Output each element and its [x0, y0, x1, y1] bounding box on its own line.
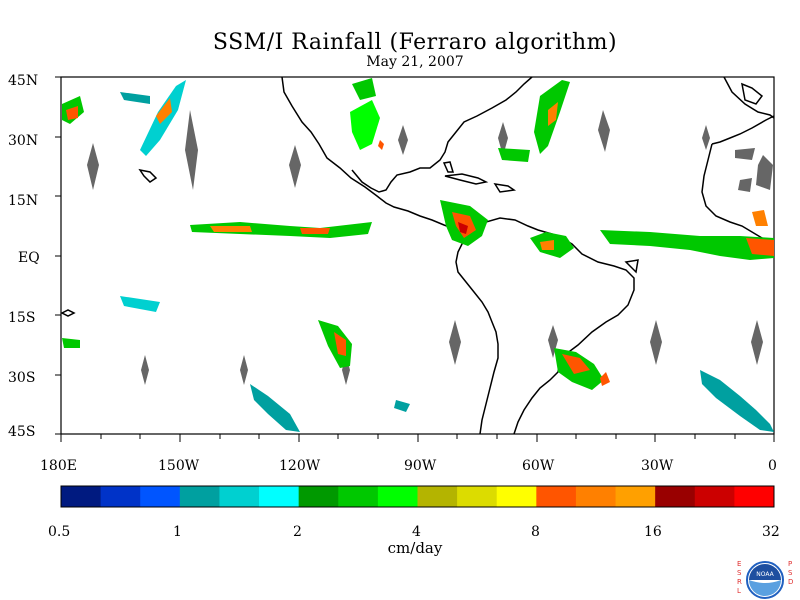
colorbar-swatch [100, 486, 141, 507]
colorbar-label-3: 4 [412, 524, 421, 540]
colorbar-label-5: 16 [644, 524, 662, 540]
colorbar-swatch [734, 486, 775, 507]
colorbar-label-4: 8 [531, 524, 540, 540]
colorbar-swatch [259, 486, 300, 507]
lon-ticks [60, 434, 775, 442]
lat-label-45n: 45N [8, 73, 38, 89]
colorbar-label-0: 0.5 [48, 524, 70, 540]
colorbar-swatch [655, 486, 696, 507]
lon-label-60w: 60W [522, 458, 555, 474]
logo-center-text: NOAA [756, 571, 774, 578]
colorbar-label-1: 1 [173, 524, 182, 540]
map-title: SSM/I Rainfall (Ferraro algorithm) [212, 30, 618, 55]
lon-label-30w: 30W [641, 458, 674, 474]
lat-label-30n: 30N [8, 133, 38, 149]
colorbar-label-6: 32 [762, 524, 780, 540]
coastlines [60, 76, 775, 435]
lon-label-120w: 120W [279, 458, 321, 474]
map-frame [60, 76, 775, 435]
colorbar-unit-label: cm/day [387, 539, 443, 557]
lon-label-90w: 90W [404, 458, 437, 474]
lon-label-180e: 180E [40, 458, 77, 474]
colorbar-swatch [140, 486, 181, 507]
colorbar-swatch [575, 486, 617, 507]
colorbar-swatch [377, 486, 418, 507]
colorbar-swatch [536, 486, 577, 507]
rainfall-patches [62, 78, 774, 432]
colorbar-swatch [694, 486, 735, 507]
lat-label-15s: 15S [8, 310, 35, 326]
colorbar-swatch [615, 486, 656, 507]
colorbar-swatch [338, 486, 379, 507]
colorbar-label-2: 2 [293, 524, 302, 540]
colorbar-frame [60, 485, 775, 508]
colorbar-swatch [61, 486, 102, 507]
lat-ticks [55, 76, 61, 435]
colorbar [60, 485, 775, 508]
colorbar-swatch [417, 486, 458, 507]
lat-label-eq: EQ [18, 250, 40, 266]
lon-label-0: 0 [768, 458, 777, 474]
lat-label-45s: 45S [8, 424, 35, 440]
colorbar-swatch [179, 486, 220, 507]
colorbar-swatch [496, 486, 537, 507]
colorbar-swatch [219, 486, 260, 507]
map-date: May 21, 2007 [366, 54, 464, 70]
lat-label-15n: 15N [8, 193, 38, 209]
lat-label-30s: 30S [8, 370, 35, 386]
colorbar-swatch [457, 486, 498, 507]
colorbar-swatch [298, 486, 339, 507]
lon-label-150w: 150W [158, 458, 200, 474]
orbit-gaps [87, 110, 773, 385]
